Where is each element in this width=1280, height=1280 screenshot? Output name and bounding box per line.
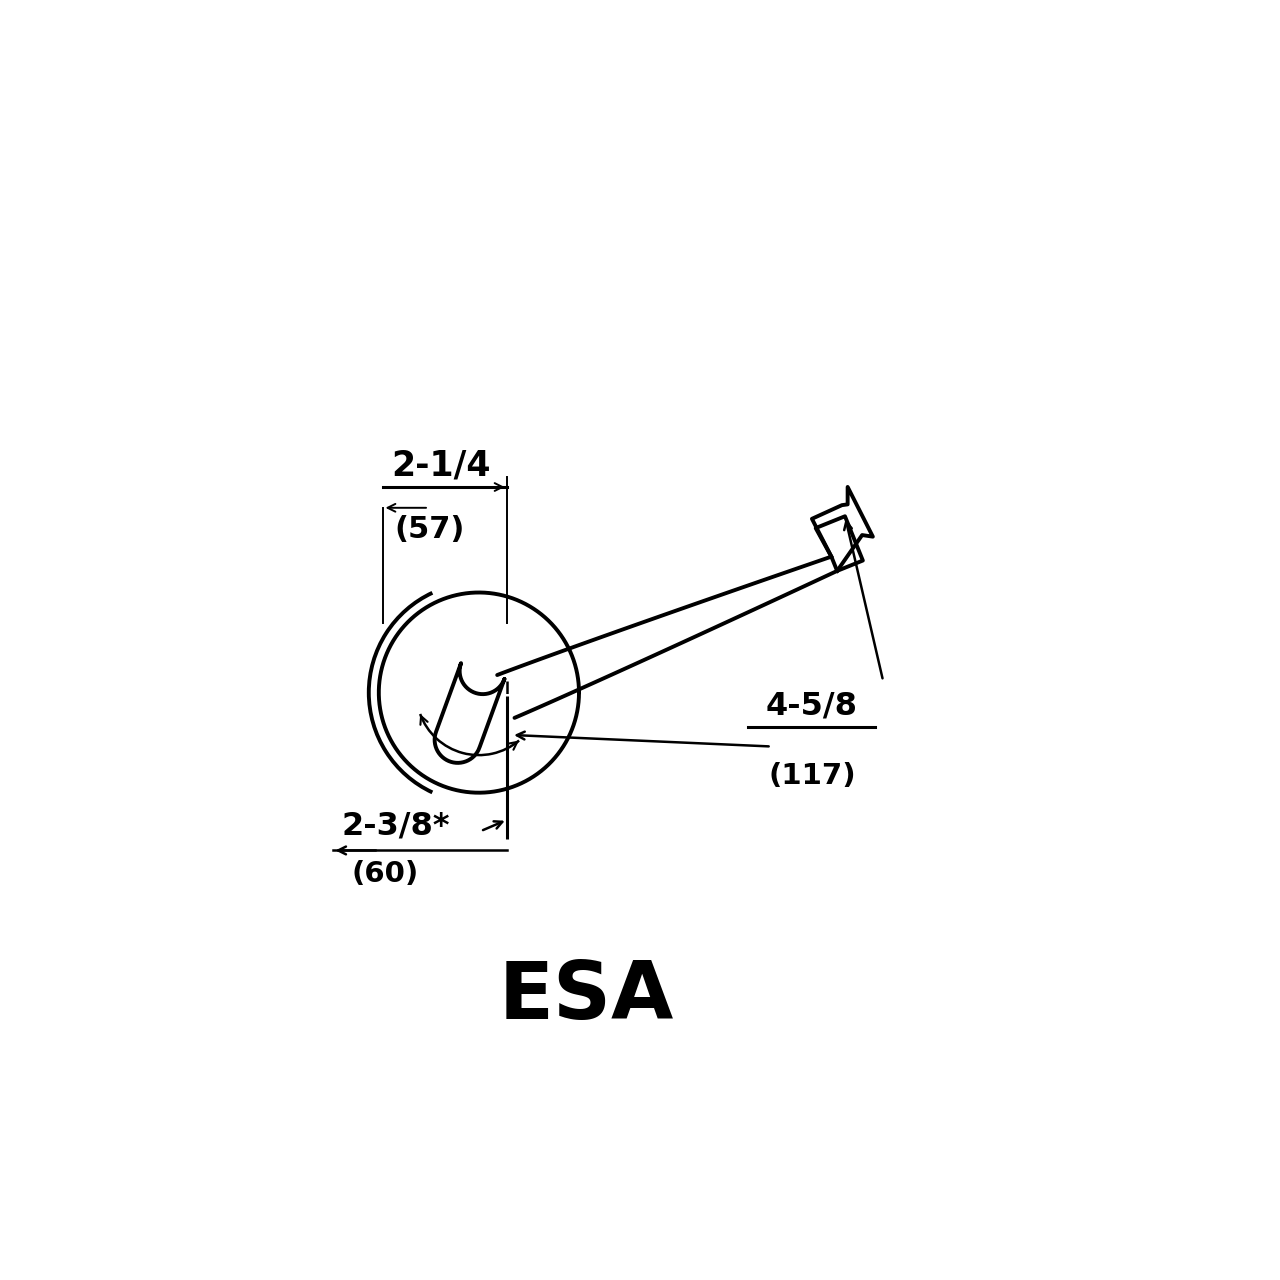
Text: 2-3/8*: 2-3/8* [342,810,451,841]
Text: ESA: ESA [499,957,675,1036]
Text: (60): (60) [352,860,419,888]
Text: 4-5/8: 4-5/8 [765,690,858,721]
Text: (57): (57) [394,516,465,544]
Text: 2-1/4: 2-1/4 [392,448,492,483]
Text: (117): (117) [768,762,856,790]
